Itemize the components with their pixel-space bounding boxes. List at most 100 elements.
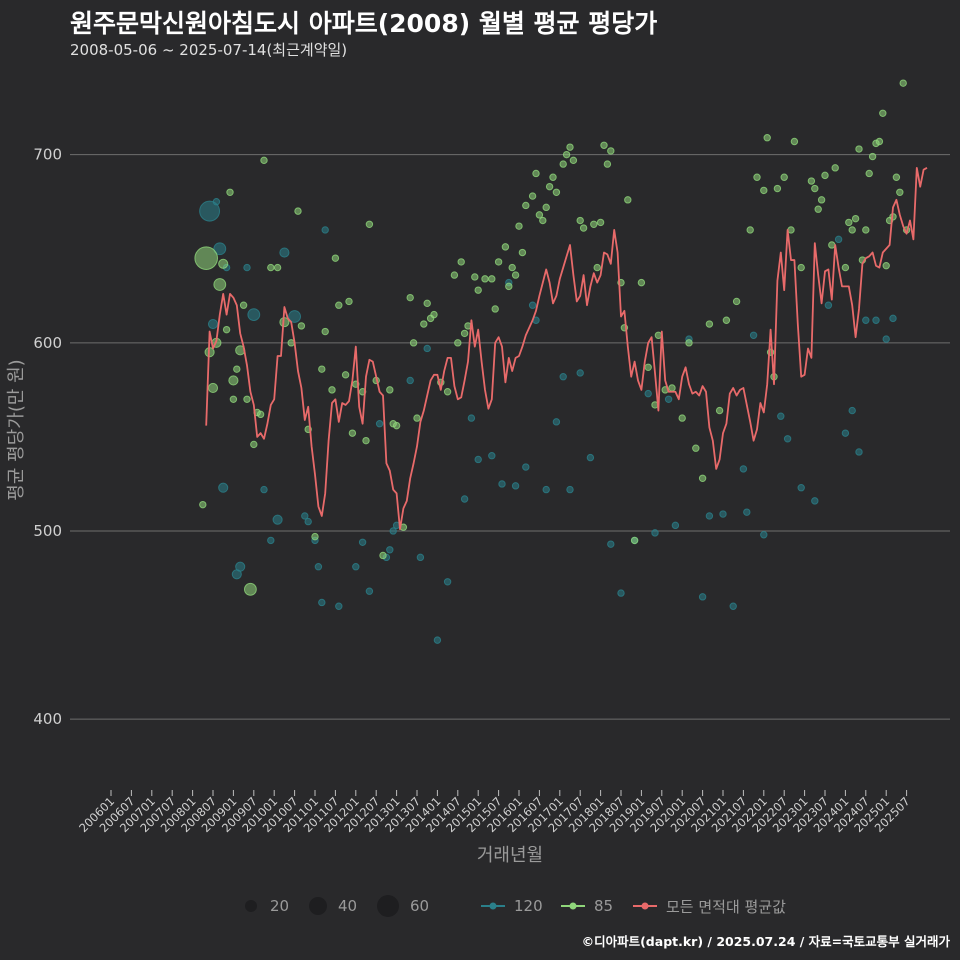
series-120-point [389, 527, 397, 535]
series-85-point [481, 275, 489, 283]
x-axis-label: 거래년월 [477, 845, 543, 866]
series-120-point [288, 310, 302, 323]
series-120-point [321, 226, 329, 234]
series-85-point [488, 275, 496, 283]
series-120-point [301, 512, 309, 520]
series-85-point [821, 171, 829, 180]
series-85-point [518, 248, 527, 257]
series-120-point [243, 263, 251, 272]
series-85-point [267, 263, 275, 272]
series-120-point [841, 429, 850, 437]
series-120-point [416, 553, 425, 562]
series-85-point [845, 218, 853, 227]
grid-lines [70, 154, 950, 720]
series-120-point [848, 406, 856, 415]
series-120-point [279, 247, 290, 258]
series-85-point [528, 192, 537, 200]
series-120-point [576, 369, 584, 377]
series-85-point [814, 205, 822, 213]
y-axis-label: 평균 평당가(만 원) [6, 359, 27, 500]
size-20-icon [245, 900, 257, 912]
series-85-point [239, 301, 248, 309]
series-120-point [304, 517, 312, 526]
series-120-point [719, 510, 727, 518]
series-average-line [205, 166, 928, 531]
line-dot-120-icon [481, 902, 505, 910]
series-85-point [345, 297, 353, 306]
series-120-point [488, 452, 496, 460]
series-85-point [668, 384, 676, 392]
series-120-point [559, 372, 567, 381]
series-85-point [430, 310, 438, 319]
series-85-point [593, 263, 601, 272]
series-120-point [586, 453, 595, 462]
series-85-point [413, 414, 421, 422]
series-85-point [828, 241, 836, 249]
series-120-point [522, 463, 530, 471]
series-85-point [539, 216, 547, 225]
series-120-point [855, 448, 863, 456]
series-120-point [651, 529, 659, 537]
series-85-point [875, 137, 884, 146]
series-85-point [454, 339, 462, 347]
series-120-point [739, 465, 748, 473]
series-85-point [817, 196, 826, 204]
series-85-point [732, 297, 741, 306]
series-85-point [321, 327, 329, 336]
series-85-point [545, 182, 554, 191]
series-120-point [207, 318, 219, 330]
legend-size-20-label: 20 [270, 897, 290, 915]
series-120-point [566, 485, 574, 494]
series-85-point [406, 293, 414, 302]
series-85-point [218, 258, 229, 269]
series-85-point [868, 152, 877, 161]
legend-series-85: 85 [560, 888, 613, 924]
series-85-point [542, 203, 550, 212]
legend-series-120: 120 [480, 888, 543, 924]
series-120-point [247, 308, 261, 322]
series-85-point [243, 395, 251, 403]
series-85-point [773, 184, 782, 193]
series-85-point [692, 444, 700, 452]
legend-series-85-label: 85 [594, 897, 614, 915]
series-85-point [590, 220, 598, 228]
series-120-point [365, 587, 374, 595]
series-85-point [328, 386, 336, 394]
series-85-point [392, 421, 401, 430]
series-85-point [491, 305, 499, 313]
series-85-point [311, 532, 319, 541]
series-85-point [600, 141, 608, 149]
series-85-point [882, 261, 890, 270]
series-85-point [892, 173, 901, 181]
legend-size-60-label: 60 [410, 897, 430, 915]
series-85-point [624, 196, 632, 204]
series-85-point [362, 436, 370, 445]
series-85-point [841, 263, 850, 272]
series-120-point [760, 531, 768, 539]
series-85-point [552, 188, 561, 197]
series-85-point [722, 316, 731, 324]
series-85-point [244, 582, 257, 596]
line-dot-avg-icon [633, 902, 657, 910]
series-85-point [787, 226, 795, 234]
y-tick-label: 700 [33, 146, 62, 164]
series-85-point [511, 271, 520, 279]
series-85-point [644, 363, 652, 371]
series-120-point [552, 418, 561, 426]
series-85-point [318, 365, 326, 373]
series-85-point [896, 188, 904, 197]
series-85-point [780, 173, 788, 181]
series-120-point [212, 198, 221, 206]
series-85-point [811, 184, 819, 193]
series-85-point [207, 382, 219, 394]
legend-size-40-label: 40 [338, 897, 358, 915]
size-40-icon [309, 897, 327, 915]
series-85-point [494, 258, 503, 266]
x-tick-labels: 2006012006072007012007072008012008072009… [76, 790, 913, 835]
legend-series-avg: 모든 면적대 평균값 [632, 888, 786, 924]
series-85-point [505, 282, 513, 291]
series-120-point [644, 389, 652, 398]
series-120-point [235, 561, 246, 572]
series-85-point [549, 173, 557, 181]
